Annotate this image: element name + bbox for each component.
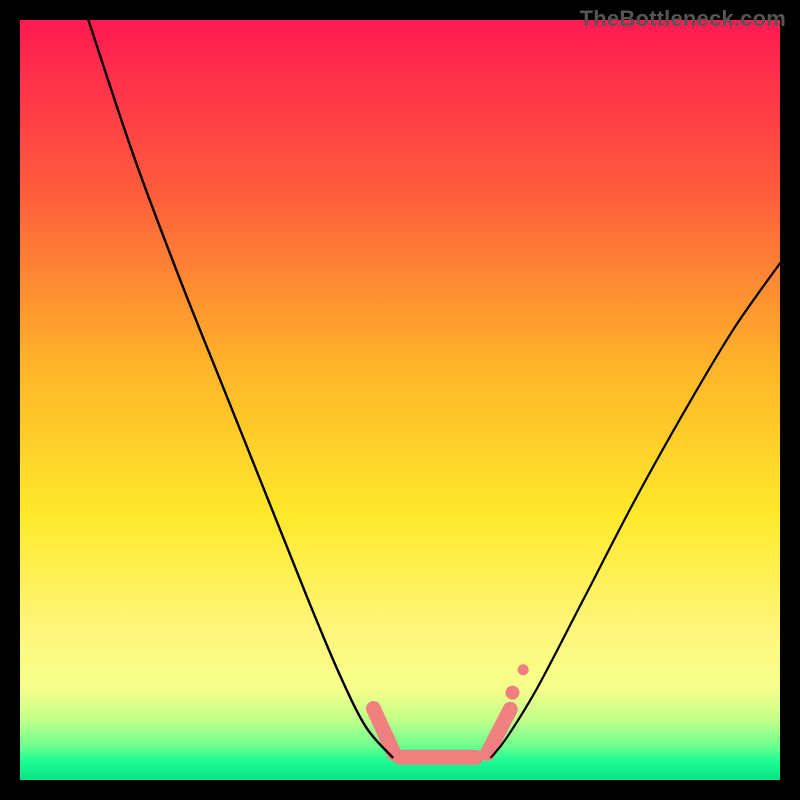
bottleneck-chart bbox=[0, 0, 800, 800]
chart-frame: TheBottleneck.com bbox=[0, 0, 800, 800]
attribution-watermark: TheBottleneck.com bbox=[580, 6, 786, 32]
